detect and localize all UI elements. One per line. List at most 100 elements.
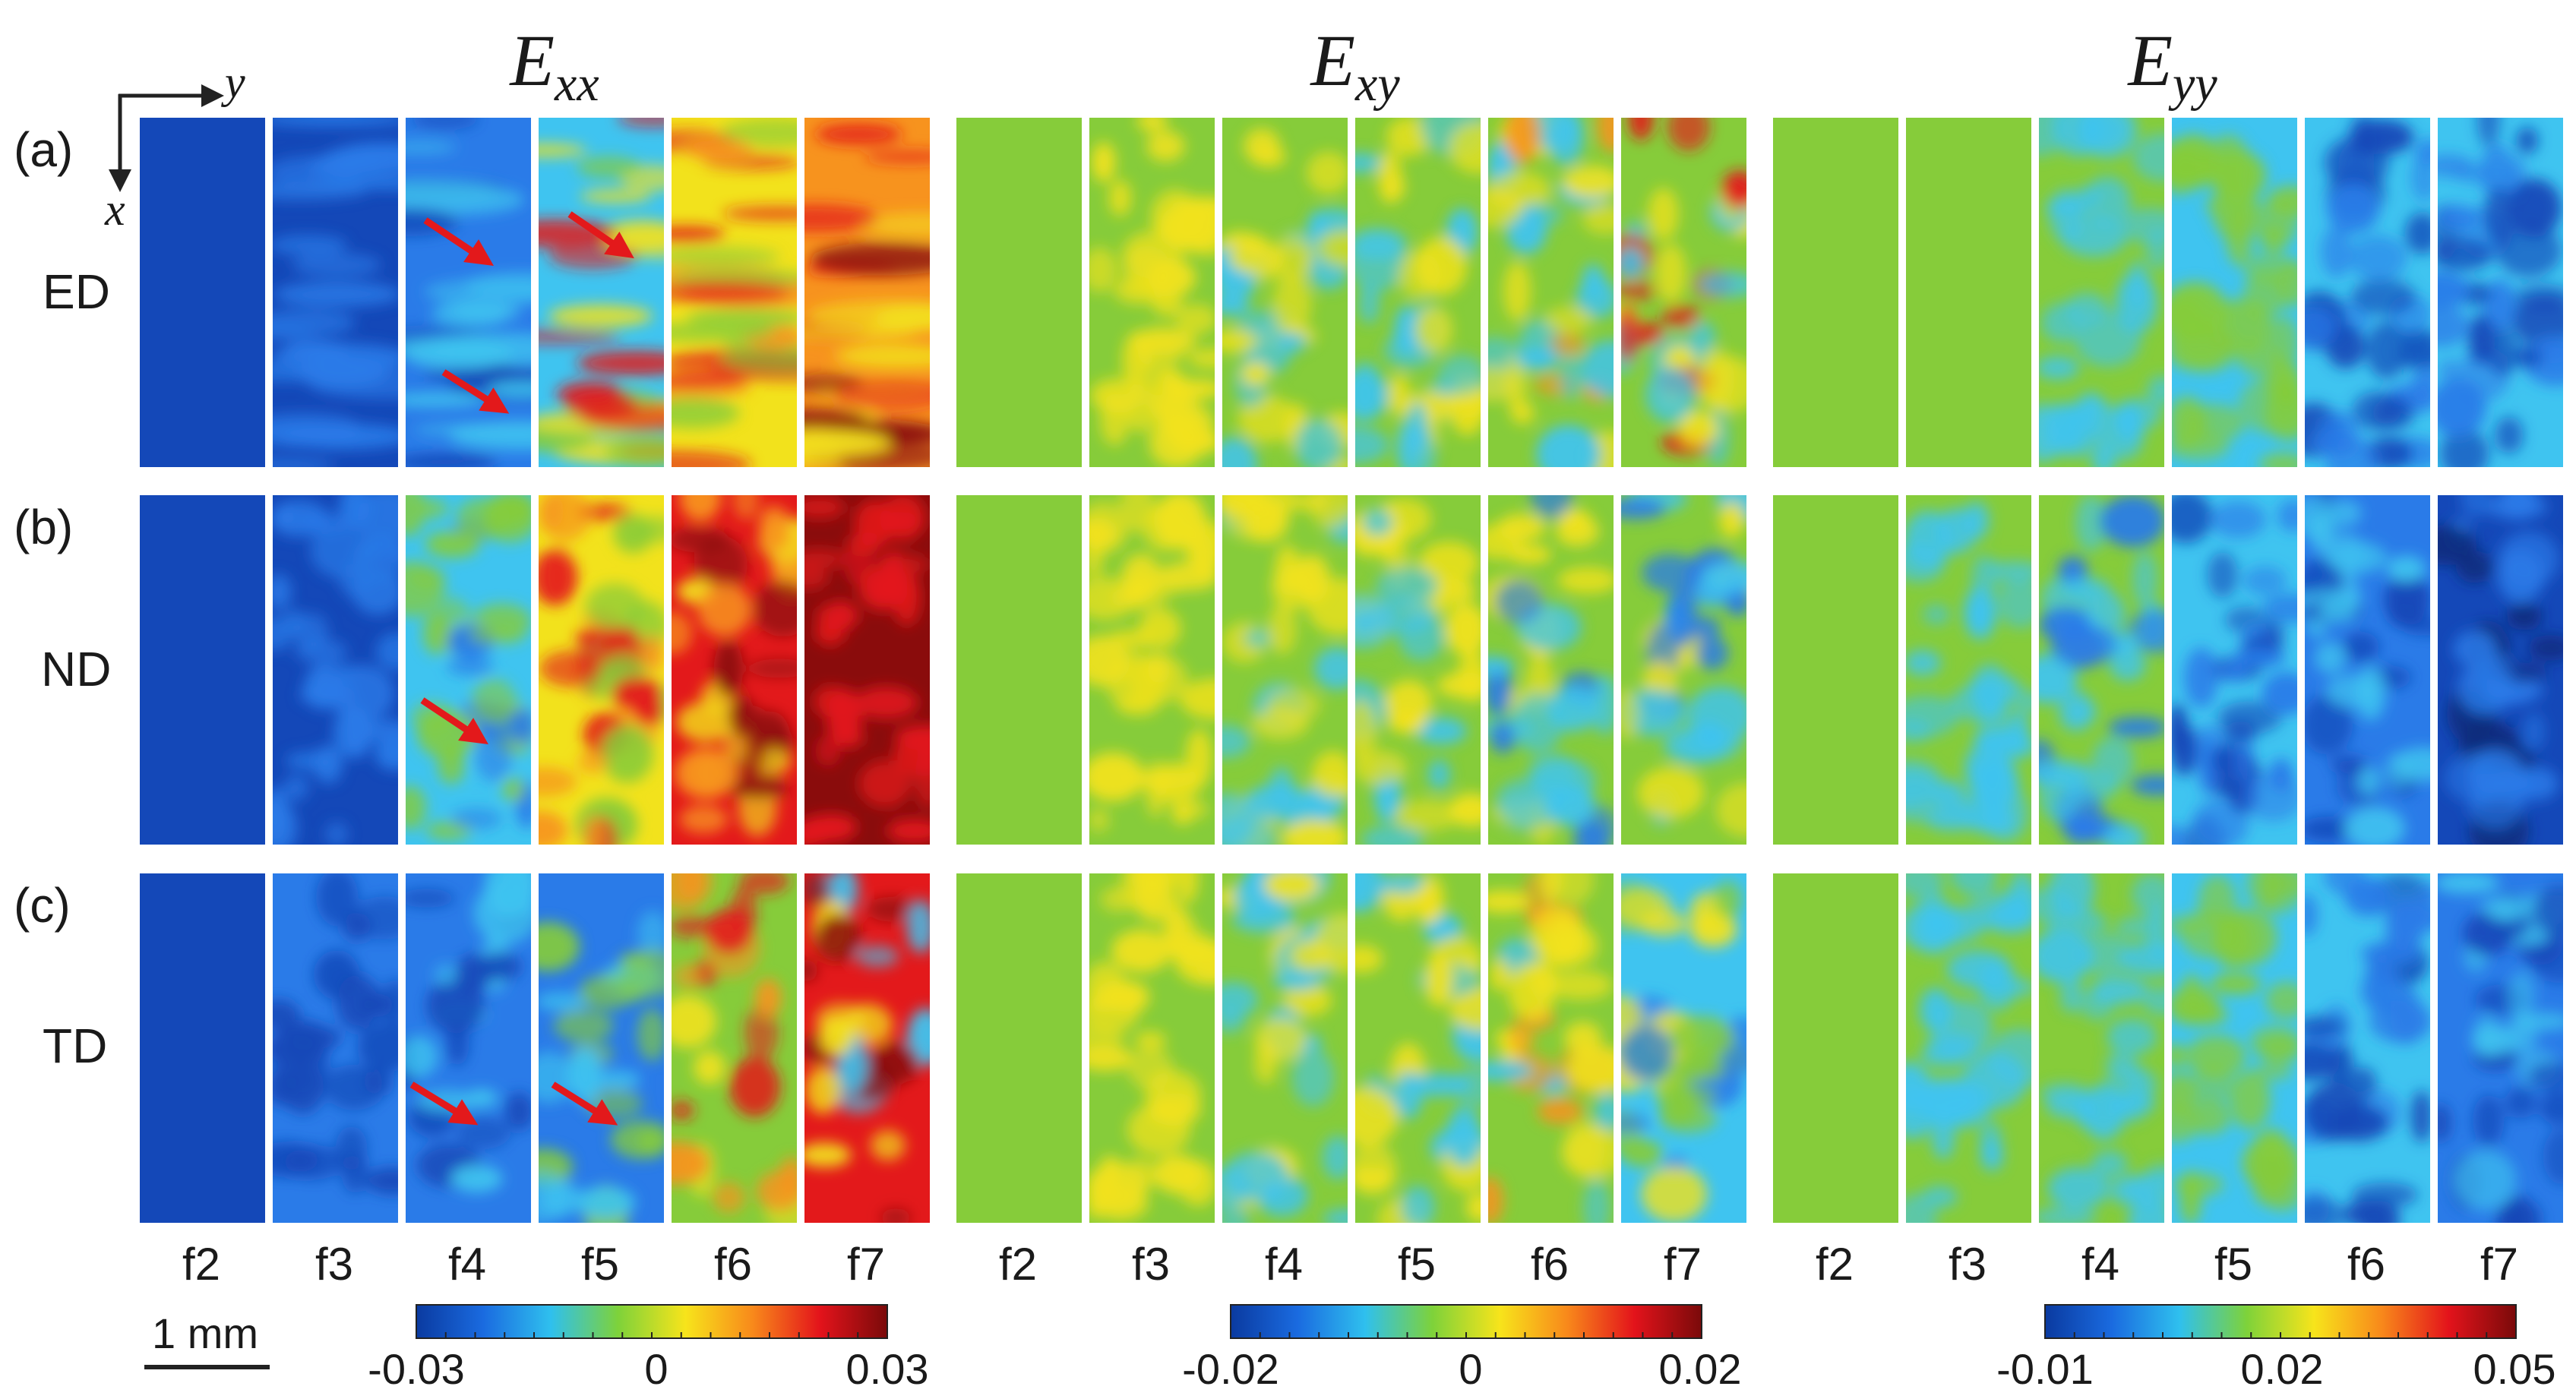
- strain-blob: [539, 810, 567, 845]
- tile-base: [1773, 873, 1898, 1223]
- strain-blob: [1244, 128, 1281, 164]
- strain-blob: [2489, 899, 2520, 922]
- strain-blob: [1089, 1025, 1125, 1051]
- strain-blob: [1488, 889, 1530, 914]
- frame-label-eyy-f7: f7: [2480, 1239, 2519, 1290]
- red-arrow-2: [567, 211, 634, 259]
- strain-blob: [1496, 777, 1563, 826]
- strain-blob: [1566, 1046, 1614, 1093]
- strain-blob: [553, 1009, 614, 1043]
- strain-blob: [539, 922, 580, 971]
- tile-base: [1906, 118, 2031, 467]
- strain-blob: [672, 397, 740, 428]
- strain-blob: [748, 658, 797, 678]
- strain-blob: [1322, 1135, 1348, 1180]
- strain-blob: [1449, 987, 1481, 1031]
- tile-base: [956, 873, 1082, 1223]
- strain-blob: [2513, 284, 2563, 311]
- strain-blob: [273, 504, 295, 528]
- red-arrow-6: [551, 1082, 618, 1126]
- strain-blob: [1558, 353, 1583, 400]
- strain-blob: [2189, 1100, 2230, 1135]
- strain-blob: [2543, 1128, 2563, 1185]
- strain-blob: [2462, 911, 2514, 956]
- strain-blob: [1582, 264, 1605, 298]
- tile-base: [140, 118, 265, 467]
- strain-blob: [1307, 577, 1348, 635]
- strain-blob: [2438, 873, 2500, 894]
- strain-blob: [1355, 362, 1383, 422]
- strain-blob: [2305, 306, 2337, 350]
- strain-blob: [2060, 577, 2110, 600]
- map-tile-exy-ed-f7: [1621, 118, 1746, 467]
- strain-blob: [2105, 1053, 2137, 1077]
- strain-blob: [580, 403, 664, 431]
- strain-blob: [2243, 771, 2297, 822]
- strain-blob: [2100, 495, 2164, 548]
- strain-blob: [448, 421, 531, 451]
- strain-blob: [1089, 807, 1110, 832]
- strain-blob: [282, 339, 349, 360]
- strain-blob: [1621, 247, 1645, 279]
- strain-blob: [603, 435, 664, 467]
- strain-blob: [2495, 1201, 2527, 1223]
- strain-blob: [1580, 339, 1614, 399]
- strain-blob: [1362, 508, 1393, 536]
- strain-blob: [2438, 204, 2478, 231]
- strain-blob: [2107, 1018, 2157, 1056]
- colorbar-eyy-min: -0.01: [1996, 1345, 2094, 1393]
- strain-blob: [880, 1208, 912, 1223]
- strain-blob: [2075, 495, 2107, 551]
- strain-blob: [2061, 422, 2108, 443]
- strain-blob: [464, 271, 531, 301]
- strain-blob: [450, 1164, 503, 1193]
- strain-blob: [2516, 127, 2538, 154]
- strain-blob: [712, 1182, 745, 1213]
- strain-blob: [1355, 1087, 1399, 1147]
- strain-blob: [1906, 649, 1942, 676]
- strain-blob: [1488, 366, 1517, 402]
- strain-blob: [2258, 1034, 2297, 1064]
- strain-blob: [1394, 305, 1421, 357]
- strain-blob: [1424, 954, 1453, 1007]
- map-tile-exx-nd-f6: [672, 495, 797, 845]
- strain-blob: [406, 179, 501, 203]
- strain-blob: [2091, 1150, 2128, 1177]
- strain-blob: [1089, 247, 1117, 292]
- strain-blob: [815, 123, 902, 145]
- strain-blob: [2039, 656, 2075, 704]
- strain-blob: [804, 430, 891, 456]
- strain-blob: [1529, 906, 1585, 965]
- strain-blob: [585, 583, 645, 630]
- strain-blob: [1089, 962, 1127, 1013]
- strain-blob: [1628, 118, 1654, 141]
- strain-blob: [2358, 766, 2381, 796]
- strain-blob: [641, 635, 664, 672]
- strain-blob: [273, 234, 348, 256]
- strain-blob: [2039, 403, 2062, 463]
- strain-blob: [2412, 368, 2430, 393]
- strain-blob: [2184, 647, 2218, 708]
- map-tile-exx-td-f3: [273, 873, 398, 1223]
- strain-blob: [339, 495, 371, 529]
- strain-blob: [1715, 782, 1746, 837]
- strain-blob: [425, 530, 480, 558]
- strain-blob: [539, 992, 589, 1011]
- strain-blob: [855, 945, 899, 968]
- map-tile-exx-ed-f5: [539, 118, 664, 467]
- strain-blob: [2349, 235, 2407, 281]
- strain-blob: [2088, 590, 2126, 638]
- strain-blob: [872, 576, 917, 605]
- strain-blob: [2078, 392, 2104, 428]
- strain-blob: [1621, 305, 1639, 362]
- strain-blob: [1286, 495, 1329, 512]
- strain-blob: [2366, 321, 2407, 379]
- strain-blob: [1272, 273, 1312, 334]
- strain-blob: [1550, 330, 1585, 358]
- strain-blob: [291, 253, 382, 277]
- strain-blob: [1445, 602, 1481, 656]
- strain-blob: [2438, 270, 2467, 308]
- strain-blob: [2438, 379, 2486, 437]
- strain-blob: [417, 499, 448, 519]
- strain-blob: [1254, 1041, 1278, 1085]
